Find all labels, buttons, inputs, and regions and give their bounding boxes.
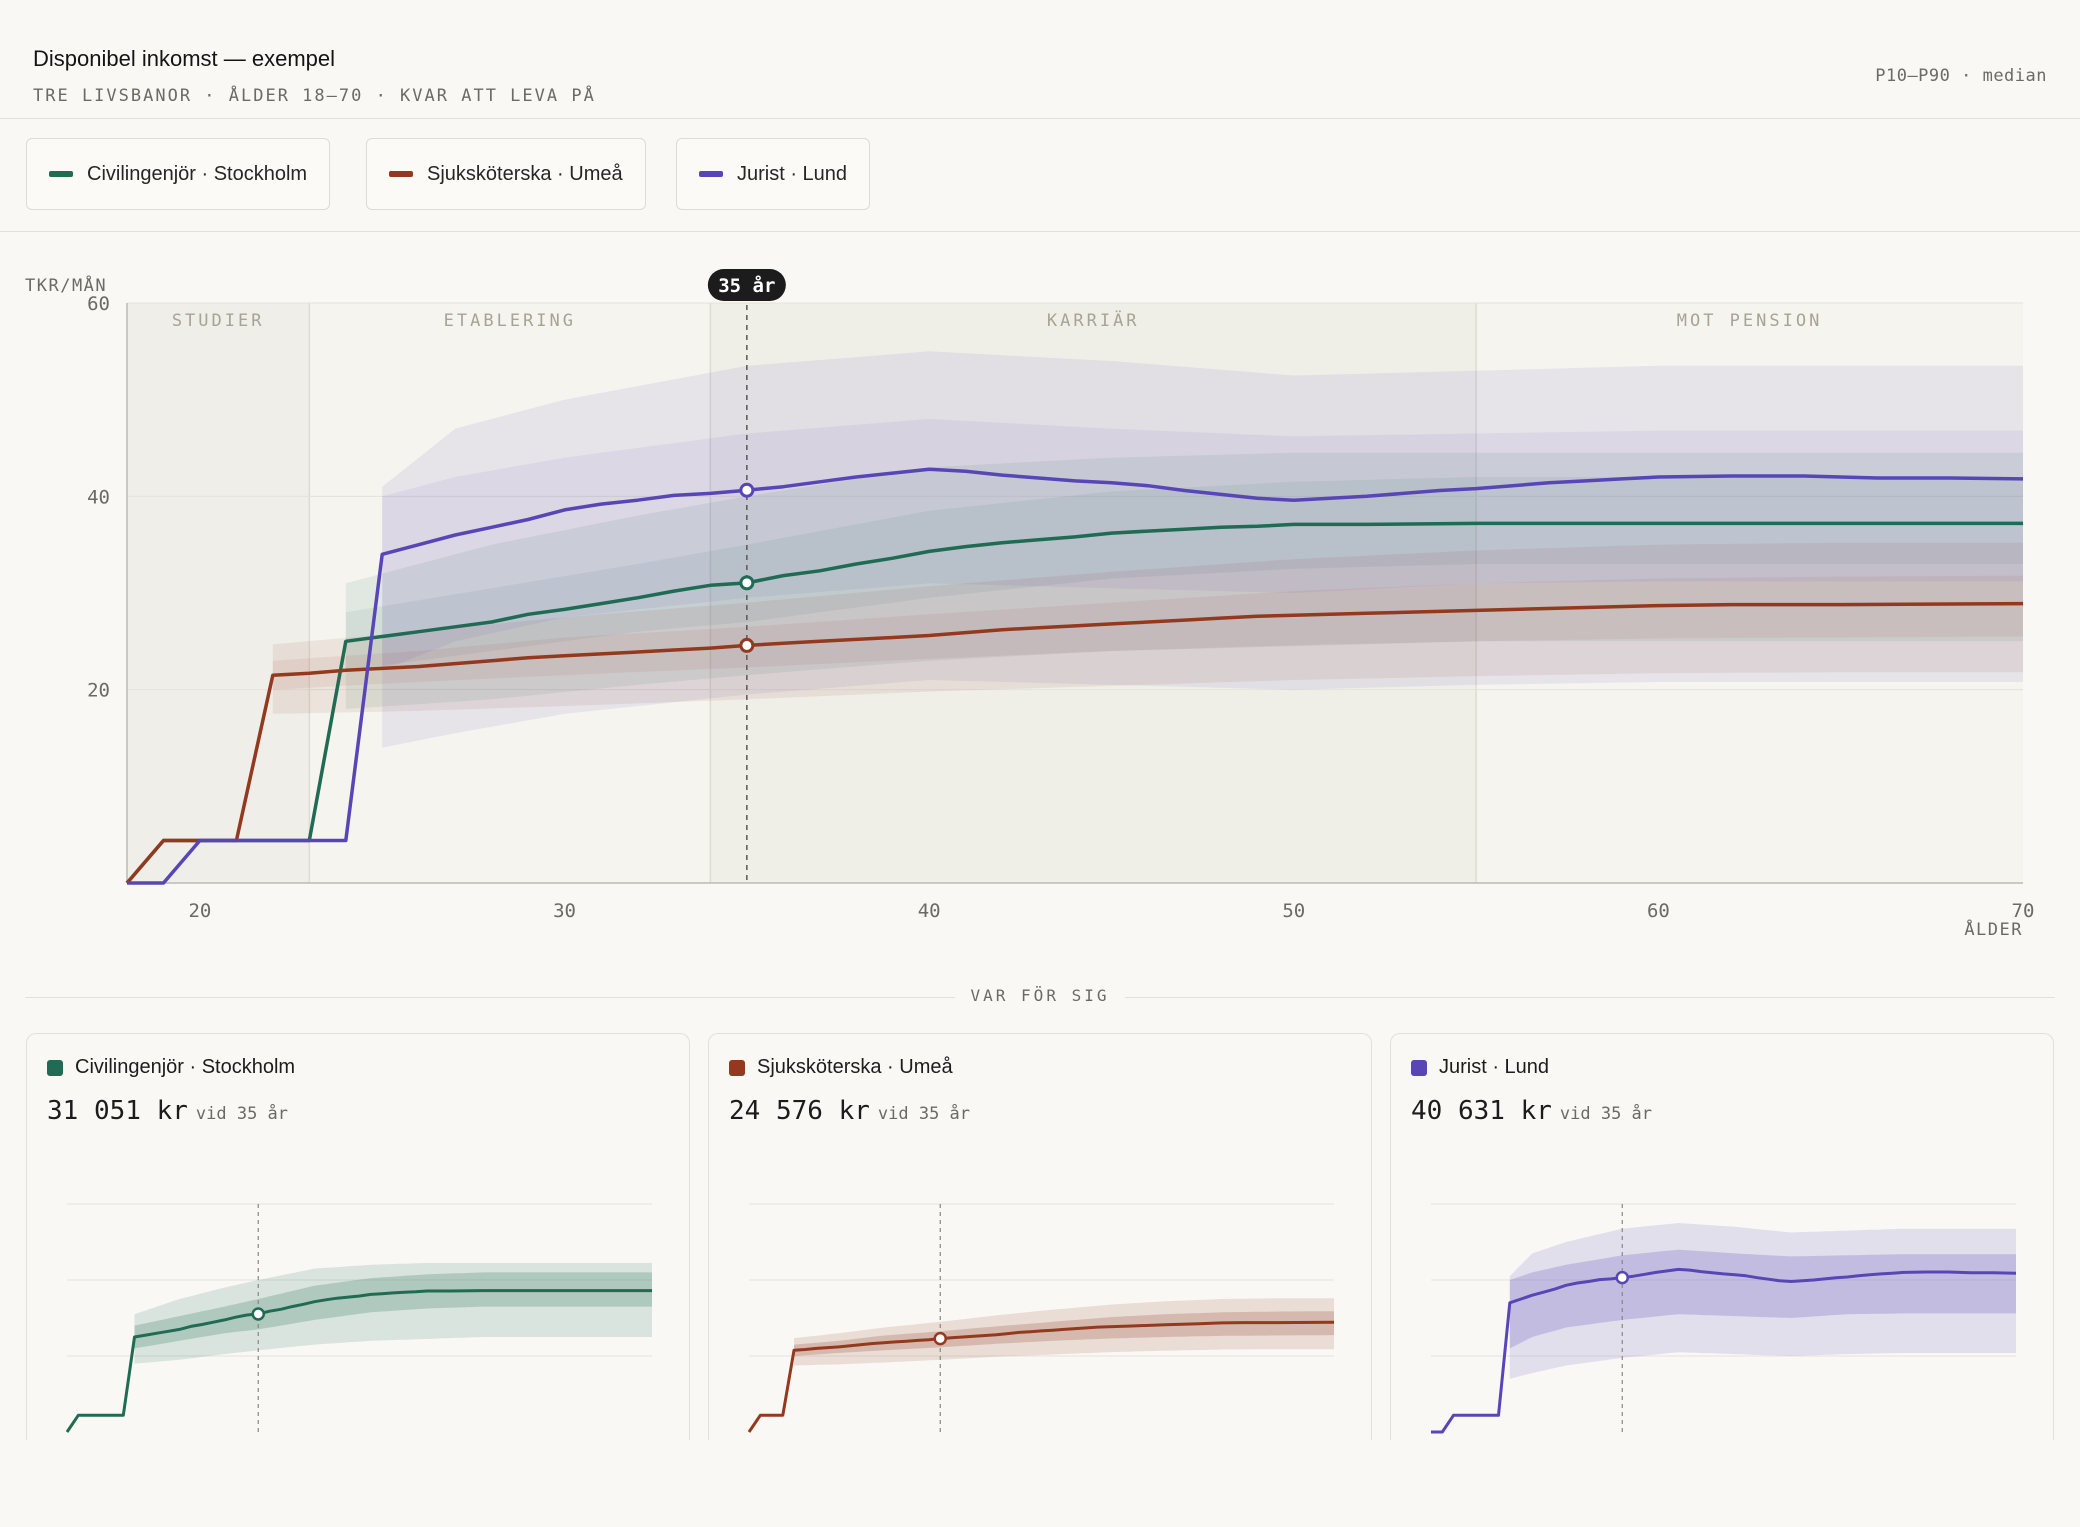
mini-chart-sjukskoterska (747, 1203, 1335, 1433)
series-line (1431, 1267, 2017, 1434)
card-sjukskoterska[interactable]: Sjuksköterska · Umeå 24 576 kr vid 35 år (708, 1033, 1372, 1443)
chart-header: Disponibel inkomst — exempel TRE LIVSBAN… (0, 16, 2080, 119)
phase-label: STUDIER (172, 311, 265, 331)
section-divider: VAR FÖR SIG (25, 986, 2055, 1008)
legend-label: Sjuksköterska · Umeå (427, 162, 623, 185)
series-line (125, 521, 2023, 885)
legend-label: Civilingenjör · Stockholm (87, 162, 308, 185)
range-label: P10–P90 · median (1875, 66, 2047, 86)
series-swatch (47, 1059, 63, 1076)
phase-band (127, 303, 310, 883)
legend-swatch (699, 171, 723, 177)
phase-label: MOT PENSION (1677, 311, 1823, 331)
card-note: vid 35 år (195, 1104, 289, 1124)
mini-chart-jurist (1431, 1203, 2017, 1434)
band-p25-p75 (382, 419, 2024, 671)
band-p10-p90 (134, 1262, 652, 1364)
band-p10-p90 (1509, 1223, 2016, 1379)
series-swatch (1411, 1059, 1427, 1076)
card-unit: kr (156, 1096, 188, 1126)
series-line (127, 467, 2024, 885)
marker-point (1615, 1270, 1629, 1285)
legend-swatch (49, 171, 73, 177)
legend-swatch (389, 171, 413, 177)
y-tick-label: 40 (87, 486, 110, 508)
card-note: vid 35 år (877, 1104, 971, 1124)
band-p10-p90 (794, 1298, 1334, 1366)
chart-subtitle: TRE LIVSBANOR · ÅLDER 18–70 · KVAR ATT L… (33, 86, 596, 106)
series-line (65, 1289, 652, 1433)
x-tick-label: 40 (918, 900, 941, 922)
band-p10-p90 (272, 542, 2023, 714)
card-unit: kr (1520, 1096, 1552, 1126)
age-marker-label: 35 år (718, 273, 775, 297)
x-tick-label: 60 (1647, 900, 1670, 922)
band-p10-p90 (382, 351, 2024, 748)
chart-title: Disponibel inkomst — exempel (33, 46, 336, 71)
series-swatch (729, 1059, 745, 1076)
age-marker-badge (707, 269, 786, 301)
x-tick-label: 50 (1282, 900, 1305, 922)
legend-label: Jurist · Lund (737, 162, 848, 185)
card-value: 40 631 (1411, 1096, 1505, 1126)
marker-point (739, 482, 755, 498)
legend-bar: Civilingenjör · Stockholm Sjuksköterska … (0, 119, 2080, 232)
marker-point (251, 1307, 265, 1321)
card-unit: kr (838, 1096, 870, 1126)
marker-point (739, 575, 755, 591)
section-label: VAR FÖR SIG (970, 986, 1110, 1005)
card-value: 31 051 (47, 1096, 141, 1126)
legend-chip-jurist[interactable]: Jurist · Lund (676, 138, 871, 210)
y-tick-label: 60 (87, 293, 110, 315)
y-tick-label: 20 (87, 680, 110, 702)
card-note: vid 35 år (1559, 1104, 1653, 1124)
card-value: 24 576 (729, 1096, 823, 1126)
series-line (747, 1320, 1335, 1433)
card-jurist[interactable]: Jurist · Lund 40 631 kr vid 35 år (1390, 1033, 2054, 1443)
card-title: Civilingenjör · Stockholm (75, 1056, 296, 1078)
legend-chip-civilingenjor[interactable]: Civilingenjör · Stockholm (26, 138, 331, 210)
band-p25-p75 (272, 575, 2023, 690)
y-axis-label: TKR/MÅN (25, 274, 107, 296)
card-title: Sjuksköterska · Umeå (757, 1056, 953, 1078)
legend-chip-sjukskoterska[interactable]: Sjuksköterska · Umeå (366, 138, 646, 210)
x-tick-label: 30 (553, 900, 576, 922)
card-civilingenjor[interactable]: Civilingenjör · Stockholm 31 051 kr vid 3… (26, 1033, 690, 1443)
x-tick-label: 70 (2012, 900, 2035, 922)
marker-point (739, 637, 755, 653)
mini-chart-civilingenjor (65, 1203, 652, 1433)
card-title: Jurist · Lund (1439, 1056, 1550, 1078)
phase-label: ETABLERING (444, 311, 576, 331)
x-tick-label: 20 (188, 900, 211, 922)
phase-band (1476, 303, 2023, 883)
phase-label: KARRIÄR (1047, 310, 1140, 331)
phase-band (710, 303, 1477, 883)
main-chart: STUDIER ETABLERING KARRIÄR MOT PENSION 20 40 6… (25, 269, 2035, 940)
x-axis-label: ÅLDER (1964, 918, 2023, 940)
marker-point (933, 1331, 947, 1346)
band-p25-p75 (345, 477, 2023, 671)
series-line (125, 601, 2024, 885)
